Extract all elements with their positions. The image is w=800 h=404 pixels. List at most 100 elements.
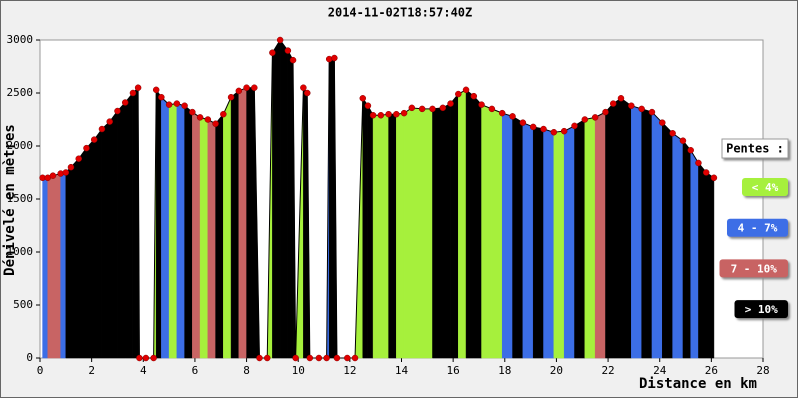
slope-segment [101,121,110,359]
point-marker [152,86,160,94]
x-tick-label: 14 [395,364,409,377]
point-marker [687,146,694,154]
point-marker [90,136,98,143]
legend-label: 4 - 7% [738,222,778,235]
x-tick-label: 26 [705,364,718,377]
point-marker [560,127,568,135]
point-marker [284,47,292,54]
point-marker [235,87,243,95]
slope-segment [362,97,369,359]
slope-segment [223,97,232,359]
slope-segment [47,175,54,359]
point-marker [418,105,426,113]
slope-segment [52,173,61,359]
slope-segment [512,115,524,359]
slope-segment [631,105,642,359]
slope-segment [605,102,614,359]
slope-segment [620,97,632,359]
x-tick-label: 16 [447,364,460,377]
slope-segment [501,112,513,359]
point-marker [498,109,506,117]
point-marker [385,110,392,118]
slope-segment [584,117,596,359]
point-marker [364,102,372,109]
point-marker [462,86,470,94]
legend-swatch [742,178,788,196]
point-marker [602,108,609,116]
slope-segment [367,105,374,359]
slope-segment [246,87,255,359]
legend-swatch [727,218,788,237]
point-marker [129,89,137,97]
point-marker [292,354,299,362]
point-marker [439,104,447,112]
slope-segment [161,96,170,359]
y-tick-label: 2000 [7,139,34,152]
point-marker [617,95,625,102]
slope-segment [553,130,565,359]
point-marker [62,169,70,176]
slope-segment [450,93,459,359]
point-marker [243,84,250,91]
x-axis-label: Distance en km [639,376,757,392]
slope-segment [432,107,444,359]
y-tick-label: 2500 [7,86,34,99]
chart-title: 2014-11-02T18:57:40Z [328,6,473,20]
point-marker [75,155,82,162]
slope-segment [60,172,67,359]
slope-segment [168,103,178,359]
slope-segment [117,101,126,359]
x-tick-label: 28 [756,364,769,377]
point-marker [121,99,129,106]
point-marker [150,354,157,362]
slope-segment [682,139,691,359]
slope-segment [574,119,586,359]
legend-swatch [719,259,788,278]
y-tick-label: 500 [13,298,33,311]
x-tick-label: 2 [88,364,95,377]
slope-segment [199,117,209,359]
point-marker [300,84,307,91]
legend-label: < 4% [752,181,779,194]
point-marker [289,56,297,64]
slope-segment [532,126,544,359]
slope-segment [109,110,118,359]
point-marker [165,101,173,108]
slope-segment [698,162,707,359]
point-marker [256,354,263,362]
point-marker [98,125,106,133]
slope-segment [442,103,451,359]
point-marker [702,169,710,176]
point-marker [393,110,400,118]
point-marker [227,93,235,101]
slope-segment [641,108,653,359]
point-marker [648,108,656,116]
point-marker [408,104,416,112]
point-marker [333,354,341,362]
point-marker [351,354,359,362]
slope-segment [132,87,139,359]
slope-segment [176,103,185,359]
point-marker [276,36,284,44]
point-marker [695,159,702,167]
legend-title-box [721,138,789,159]
point-marker [251,84,258,91]
slope-segment [594,111,606,359]
x-tick-label: 20 [550,364,563,377]
x-tick-label: 18 [498,364,511,377]
point-marker [400,109,408,117]
slope-segment [403,107,413,359]
point-marker [323,354,330,362]
point-marker [331,54,338,62]
point-marker [581,116,589,123]
legend-label: 7 - 10% [731,262,778,275]
slope-segment [42,177,48,359]
x-tick-label: 24 [653,364,667,377]
slope-segment [690,149,699,359]
slope-segment [522,122,534,359]
slope-segment [672,132,684,359]
slope-segment [380,113,389,359]
point-marker [304,89,311,97]
slope-segment [70,158,79,359]
